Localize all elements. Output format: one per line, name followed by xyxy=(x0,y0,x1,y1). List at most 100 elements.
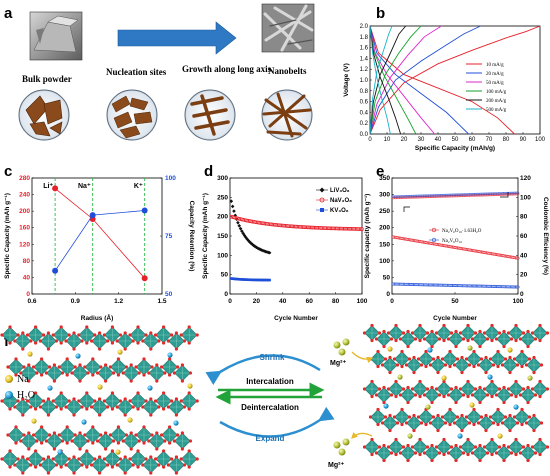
circle-bulk xyxy=(18,89,70,141)
octahedron xyxy=(0,325,20,345)
panel-b-series-4-charge xyxy=(369,25,407,135)
oxygen-atom xyxy=(166,339,170,343)
oxygen-atom xyxy=(422,451,427,455)
panel-e-left-axis-arrow xyxy=(403,206,410,212)
oxygen-atom xyxy=(129,379,133,383)
vo6-edges xyxy=(72,433,88,449)
panel-d-ytick-label: 200 xyxy=(217,214,228,221)
vo6-edges xyxy=(442,409,458,425)
oxygen-atom xyxy=(29,405,33,409)
panel-d-point-1 xyxy=(320,226,325,230)
oxygen-atom xyxy=(174,471,178,475)
octahedron xyxy=(410,437,430,457)
oxygen-atom xyxy=(52,447,57,451)
oxygen-atom xyxy=(521,445,526,449)
octahedron xyxy=(506,379,526,399)
octahedron xyxy=(31,425,52,445)
panel-b-legend-label-3: 100 mA/g xyxy=(486,90,507,95)
oxygen-atom xyxy=(110,449,114,453)
right-layer-4 xyxy=(362,437,550,463)
panel-d-point-1 xyxy=(299,225,304,229)
oxygen-atom xyxy=(485,451,490,455)
panel-d-point-1 xyxy=(273,222,277,227)
oxygen-atom xyxy=(430,344,434,349)
na-ion xyxy=(507,347,513,353)
vo6-edges xyxy=(484,325,500,341)
oxygen-atom xyxy=(382,443,386,448)
octahedron xyxy=(154,449,174,469)
oxygen-atom xyxy=(514,323,518,328)
oxygen-atom xyxy=(494,393,499,397)
octahedron xyxy=(530,379,550,399)
oxygen-atom xyxy=(188,439,192,443)
oxygen-atom xyxy=(98,347,102,351)
oxygen-atom xyxy=(70,439,74,443)
vo6-edges xyxy=(412,439,428,455)
oxygen-atom xyxy=(502,329,506,334)
panel-d-point-1 xyxy=(286,224,290,228)
panel-d-point-2 xyxy=(247,278,250,282)
octahedron xyxy=(464,349,484,369)
oxygen-atom xyxy=(466,323,470,328)
octahedron xyxy=(83,357,103,377)
oxygen-atom xyxy=(150,433,154,437)
vo6-edges xyxy=(46,433,63,449)
panel-c-retention-line xyxy=(54,210,145,272)
octahedron xyxy=(518,329,538,349)
oxygen-atom xyxy=(180,363,184,367)
oxygen-atom xyxy=(497,445,502,449)
vo6-edges xyxy=(66,333,82,349)
octahedron xyxy=(44,363,64,383)
oxygen-atom xyxy=(187,407,191,411)
oxygen-atom xyxy=(472,407,476,412)
oxygen-atom xyxy=(404,363,409,367)
oxygen-atom xyxy=(121,439,125,443)
oxygen-atom xyxy=(406,344,410,349)
vo6-edges xyxy=(20,433,37,449)
oxygen-atom xyxy=(442,379,446,384)
panel-f-letter: f xyxy=(4,333,10,350)
panel-b-series xyxy=(369,25,541,135)
oxygen-atom xyxy=(530,387,535,391)
oxygen-atom xyxy=(98,471,102,475)
panel-e-ytick-label: 150 xyxy=(379,241,390,248)
right-layer-0 xyxy=(362,323,550,349)
panel-b-ytick-label: 0.0 xyxy=(360,132,369,138)
panel-c-ion-label-1: Na⁺ xyxy=(78,183,91,190)
legend-h2o-swatch xyxy=(5,391,13,399)
octahedron xyxy=(134,425,154,445)
oxygen-atom xyxy=(141,463,145,467)
shrink-arrow xyxy=(205,354,321,385)
oxygen-atom xyxy=(526,400,530,405)
octahedron xyxy=(518,385,538,405)
vo6-edges xyxy=(66,457,82,473)
panel-d-point-2 xyxy=(243,278,246,281)
oxygen-atom xyxy=(406,385,410,390)
vo6-edges xyxy=(460,325,476,341)
panel-d-point-2 xyxy=(245,278,249,281)
oxygen-atom xyxy=(472,364,476,369)
octahedron xyxy=(141,455,161,475)
panel-d-point-2 xyxy=(240,278,244,281)
na-ion xyxy=(31,418,37,424)
panel-d-point-1 xyxy=(287,224,292,228)
octahedron xyxy=(166,455,186,475)
panel-d-point-1 xyxy=(288,224,293,229)
octahedron xyxy=(392,349,412,369)
oxygen-atom xyxy=(532,355,536,360)
panel-c-capacity-line xyxy=(54,188,146,279)
panel-c-y2tick-label: 75 xyxy=(165,233,173,240)
octahedron xyxy=(482,437,502,457)
oxygen-atom xyxy=(85,341,89,345)
oxygen-atom xyxy=(112,439,116,443)
oxygen-atom xyxy=(72,397,76,401)
oxygen-atom xyxy=(482,387,487,391)
panel-d-point-0 xyxy=(242,233,247,238)
vo6-edges xyxy=(526,357,542,373)
oxygen-atom xyxy=(85,449,89,453)
oxygen-atom xyxy=(539,421,544,425)
oxygen-atom xyxy=(142,425,146,429)
oxygen-atom xyxy=(27,447,31,451)
octahedron xyxy=(51,449,71,469)
vo6-edges xyxy=(174,433,191,449)
